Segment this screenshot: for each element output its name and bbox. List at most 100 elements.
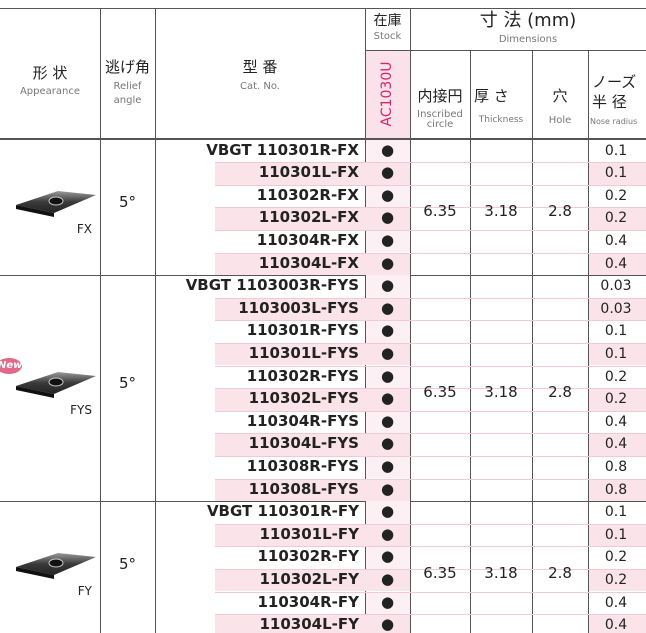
row-shade xyxy=(215,207,410,230)
header-bg xyxy=(0,8,646,138)
nose-radius: 0.1 xyxy=(604,504,628,521)
stock-shade xyxy=(366,229,410,253)
hole: 2.8 xyxy=(548,383,572,402)
stock-shade xyxy=(366,591,410,615)
row-rule xyxy=(215,388,646,390)
row-rule xyxy=(215,229,646,231)
nose-radius: 0.1 xyxy=(604,345,628,362)
stock-mark: ● xyxy=(380,434,395,453)
cat-no: 1103003L-FYS xyxy=(238,298,359,317)
row-rule xyxy=(215,297,646,299)
row-shade xyxy=(215,523,410,547)
insert-hole xyxy=(48,196,64,206)
insert-shape xyxy=(16,191,96,218)
stock-shade xyxy=(366,365,410,389)
row-rule xyxy=(215,320,646,322)
insert-icon xyxy=(14,547,96,581)
thickness: 3.18 xyxy=(484,202,518,221)
stock-ja: 在庫 xyxy=(373,13,402,29)
cat-no: 110301L-FYS xyxy=(248,343,359,362)
stock-mark: ● xyxy=(380,276,395,295)
nose-radius: 0.03 xyxy=(600,300,632,317)
row-shade xyxy=(215,388,410,411)
stock-mark: ● xyxy=(380,592,395,611)
stock-shade xyxy=(366,546,410,569)
relief-angle: 5° xyxy=(118,193,137,212)
stock-mark: ● xyxy=(380,411,395,430)
row-rule xyxy=(215,365,646,367)
stock-shade xyxy=(366,139,410,163)
appearance-ja: 形 状 xyxy=(32,64,68,82)
insert-side xyxy=(16,386,54,399)
nose-radius: 0.2 xyxy=(604,368,628,385)
row-rule xyxy=(215,433,646,435)
cat-no: 110304R-FYS xyxy=(246,411,359,430)
thickness-en: Thickness xyxy=(478,115,524,125)
nose-radius: 0.2 xyxy=(604,549,628,566)
dimensions-ja: 寸 法 (mm) xyxy=(479,10,577,31)
row-shade xyxy=(589,614,646,633)
relief-en: Relief xyxy=(113,81,142,92)
stock-shade xyxy=(366,320,410,343)
group-rule xyxy=(0,501,646,503)
hole: 2.8 xyxy=(548,202,572,221)
row-rule xyxy=(215,455,646,457)
row-shade xyxy=(589,523,646,547)
row-shade xyxy=(589,342,646,366)
nose-radius: 0.4 xyxy=(604,617,628,633)
stock-mark: ● xyxy=(380,547,395,566)
cat-no: 110302R-FX xyxy=(256,185,359,204)
cat-no: 110301R-FYS xyxy=(246,321,359,340)
nose-radius: 0.4 xyxy=(604,436,628,453)
cat-no: 110308R-FYS xyxy=(246,456,359,475)
relief-angle: 5° xyxy=(118,554,137,573)
row-shade xyxy=(215,162,410,185)
cat-no: 110302L-FYS xyxy=(248,389,359,408)
stock-mark: ● xyxy=(380,321,395,340)
row-rule xyxy=(215,591,646,593)
ic-en: circle xyxy=(426,119,454,130)
row-rule xyxy=(215,184,646,186)
ic-ja: 内接円 xyxy=(417,87,463,105)
stock-mark: ● xyxy=(380,230,395,249)
insert-hole xyxy=(48,558,64,568)
stock-mark: ● xyxy=(380,456,395,475)
appearance-en: Appearance xyxy=(19,86,81,97)
row-rule xyxy=(215,162,646,164)
row-shade xyxy=(215,478,410,502)
inscribed-circle: 6.35 xyxy=(423,383,457,402)
row-rule xyxy=(215,546,646,548)
insert-icon xyxy=(14,185,96,219)
nose-en: Nose radius xyxy=(590,117,638,126)
insert-label: FY xyxy=(77,583,92,598)
thickness: 3.18 xyxy=(484,563,518,582)
rule xyxy=(0,138,646,140)
row-shade xyxy=(215,342,410,366)
stock-mark: ● xyxy=(380,208,395,227)
nose-radius: 0.1 xyxy=(604,142,628,159)
row-shade xyxy=(215,252,410,276)
insert-shape xyxy=(16,552,96,579)
nose-radius: 0.4 xyxy=(604,232,628,249)
new-badge: New xyxy=(0,360,23,372)
stock-mark: ● xyxy=(380,343,395,362)
row-shade xyxy=(589,252,646,276)
row-shade xyxy=(215,433,410,456)
relief-en: angle xyxy=(113,95,142,106)
ic-en: Inscribed xyxy=(417,109,463,120)
cat-no: 110304L-FYS xyxy=(248,434,359,453)
group-rule xyxy=(0,275,646,277)
stock-mark: ● xyxy=(380,524,395,543)
hole-ja: 穴 xyxy=(552,87,568,105)
insert-side xyxy=(16,205,54,218)
nose-radius: 0.2 xyxy=(604,391,628,408)
stock-mark: ● xyxy=(380,479,395,498)
cat-no: 110302R-FYS xyxy=(246,366,359,385)
hole: 2.8 xyxy=(548,563,572,582)
rule xyxy=(365,50,646,51)
stock-mark: ● xyxy=(380,140,395,159)
column-rule xyxy=(588,50,589,633)
cat-no: 110302L-FY xyxy=(259,569,359,588)
nose-radius: 0.1 xyxy=(604,165,628,182)
cat-no: 110304R-FX xyxy=(256,230,359,249)
